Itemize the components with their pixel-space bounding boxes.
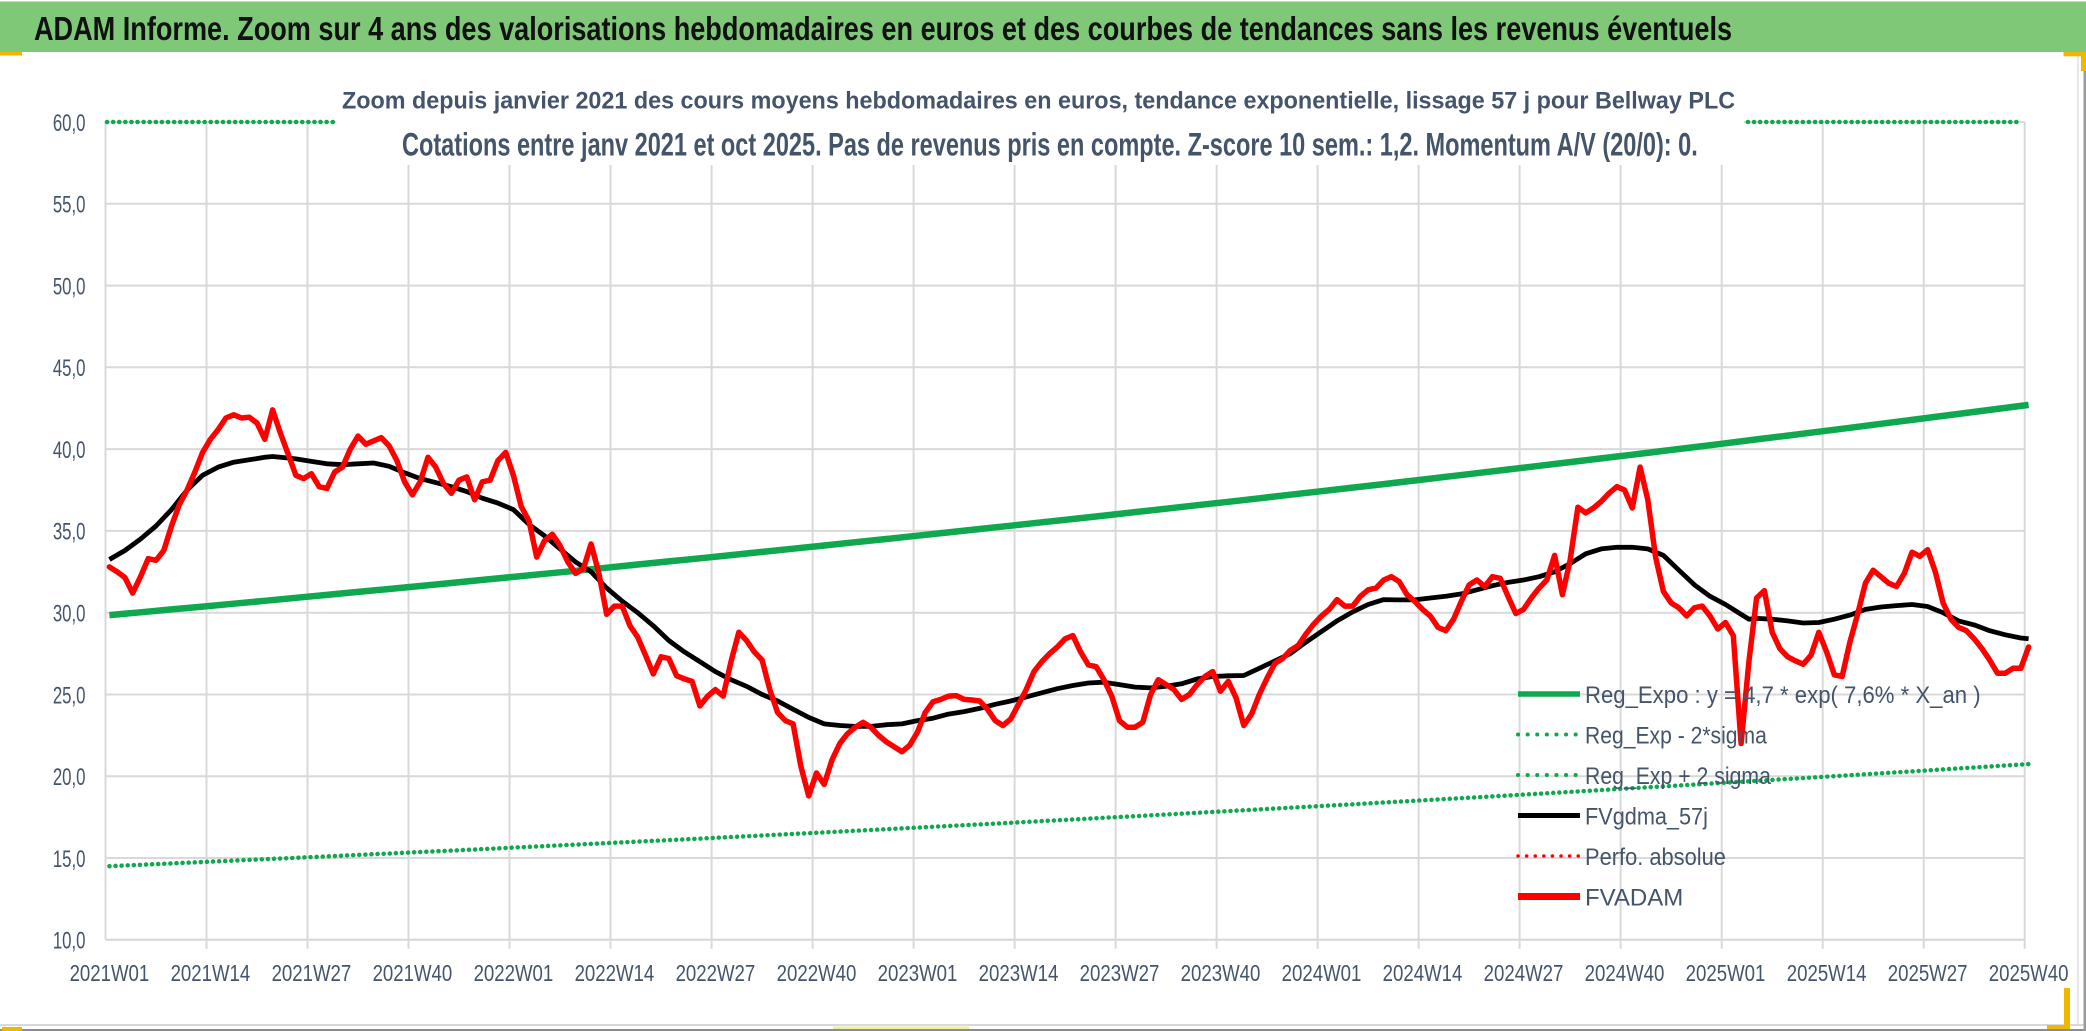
svg-text:2024W40: 2024W40 <box>1585 961 1665 986</box>
svg-text:40,0: 40,0 <box>53 437 86 464</box>
svg-text:Zoom depuis janvier 2021 des c: Zoom depuis janvier 2021 des cours moyen… <box>342 87 1735 115</box>
svg-text:2021W01: 2021W01 <box>70 961 150 986</box>
svg-text:35,0: 35,0 <box>53 519 86 546</box>
svg-text:2022W01: 2022W01 <box>474 961 554 986</box>
svg-text:2022W14: 2022W14 <box>575 961 655 986</box>
svg-text:Cotations entre janv 2021 et o: Cotations entre janv 2021 et oct 2025. P… <box>402 127 1698 164</box>
svg-text:2024W01: 2024W01 <box>1282 961 1362 986</box>
svg-text:45,0: 45,0 <box>53 355 86 382</box>
svg-text:2025W14: 2025W14 <box>1787 961 1867 986</box>
svg-text:2024W27: 2024W27 <box>1484 961 1564 986</box>
svg-text:2023W01: 2023W01 <box>878 961 958 986</box>
svg-text:FVADAM: FVADAM <box>1585 884 1683 911</box>
svg-text:Reg_Exp + 2 sigma: Reg_Exp + 2 sigma <box>1585 762 1771 790</box>
svg-text:2023W40: 2023W40 <box>1181 961 1261 986</box>
svg-text:ADAM Informe. Zoom sur 4 ans d: ADAM Informe. Zoom sur 4 ans des valoris… <box>34 10 1732 47</box>
svg-text:2024W14: 2024W14 <box>1383 961 1463 986</box>
svg-text:2023W14: 2023W14 <box>979 961 1059 986</box>
svg-text:Reg_Expo : y = 4,7 * exp( 7,6%: Reg_Expo : y = 4,7 * exp( 7,6% * X_an ) <box>1585 681 1981 708</box>
svg-text:10,0: 10,0 <box>53 928 86 955</box>
svg-text:15,0: 15,0 <box>53 846 86 873</box>
svg-text:25,0: 25,0 <box>53 682 86 709</box>
svg-text:20,0: 20,0 <box>53 764 86 791</box>
svg-text:2023W27: 2023W27 <box>1080 961 1160 986</box>
svg-text:2022W27: 2022W27 <box>676 961 756 986</box>
svg-text:2021W27: 2021W27 <box>272 961 352 986</box>
svg-text:2022W40: 2022W40 <box>777 961 857 986</box>
svg-text:2025W27: 2025W27 <box>1888 961 1968 986</box>
svg-text:2021W14: 2021W14 <box>171 961 251 986</box>
svg-text:2025W01: 2025W01 <box>1686 961 1766 986</box>
svg-text:Reg_Exp - 2*sigma: Reg_Exp - 2*sigma <box>1585 722 1767 749</box>
svg-text:2025W40: 2025W40 <box>1989 961 2069 986</box>
svg-text:2021W40: 2021W40 <box>373 961 453 986</box>
svg-text:FVgdma_57j: FVgdma_57j <box>1585 802 1708 829</box>
svg-text:30,0: 30,0 <box>53 601 86 628</box>
svg-text:50,0: 50,0 <box>53 274 86 301</box>
svg-text:55,0: 55,0 <box>53 192 86 219</box>
svg-text:Perfo. absolue: Perfo. absolue <box>1585 843 1726 870</box>
svg-text:60,0: 60,0 <box>53 110 86 137</box>
